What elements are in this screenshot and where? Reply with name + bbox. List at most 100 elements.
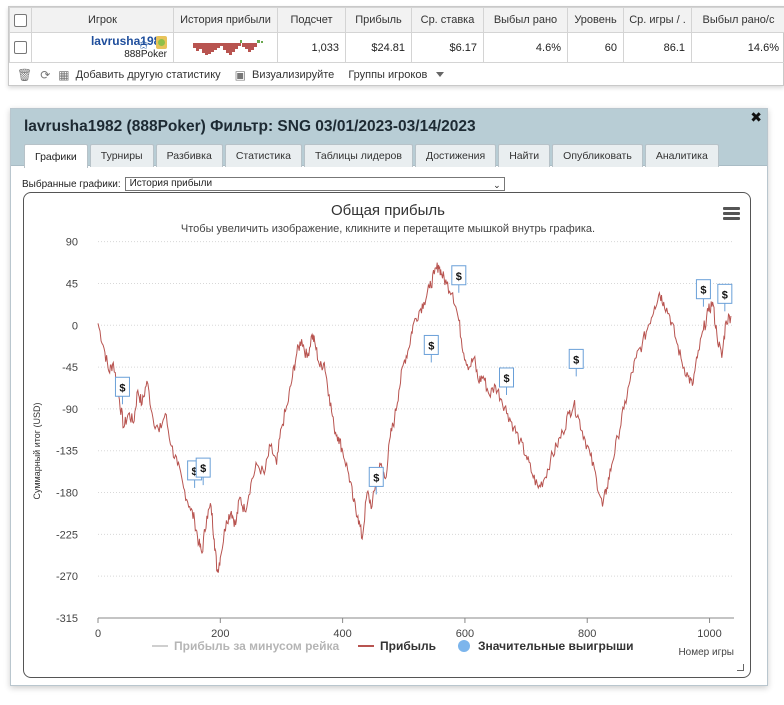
big-win-marker[interactable] — [717, 283, 733, 304]
row-checkbox[interactable] — [14, 41, 27, 54]
big-win-marker[interactable] — [499, 367, 515, 388]
header-profit[interactable]: Прибыль — [345, 7, 412, 33]
trash-icon[interactable]: 🗑 — [17, 67, 33, 82]
player-site: 888Poker — [124, 48, 167, 60]
y-axis-label: Суммарный итог (USD) — [32, 402, 42, 499]
graph-select[interactable]: История прибыли ⌄ — [124, 177, 505, 191]
y-axis-ticks: 90 45 0 -45 -90 -135 -180 -225 -270 -315 — [56, 237, 78, 625]
dialog-title: lavrusha1982 (888Poker) Фильтр: SNG 03/0… — [24, 118, 476, 135]
header-level[interactable]: Уровень — [567, 7, 624, 33]
select-all-checkbox[interactable] — [14, 13, 27, 27]
big-win-marker[interactable] — [368, 466, 384, 487]
graph-select-label: Выбранные графики: — [22, 178, 121, 190]
y-tick-label: 0 — [72, 320, 78, 332]
y-tick-label: -315 — [56, 613, 78, 625]
profit-value: $24.81 — [345, 32, 412, 63]
stats-grid: Игрок История прибыли Подсчет Прибыль Ср… — [9, 7, 784, 63]
profit-chart[interactable]: Общая прибыль Чтобы увеличить изображени… — [24, 193, 751, 678]
big-win-marker[interactable] — [451, 265, 467, 286]
dollar-icon: $ — [700, 285, 706, 297]
legend-item-profit[interactable]: Прибыль — [358, 639, 436, 653]
x-tick-label: 200 — [211, 628, 229, 640]
early-out-s-value: 14.6% — [691, 32, 784, 63]
favorite-star-icon[interactable]: ✩ — [138, 37, 149, 52]
chart-legend: Прибыль за минусом рейка Прибыль Значитель… — [152, 639, 634, 653]
dollar-icon: $ — [722, 289, 728, 301]
stats-header-row: Игрок История прибыли Подсчет Прибыль Ср… — [9, 7, 784, 33]
medal-icon — [156, 36, 167, 49]
avg-games-value: 86.1 — [623, 32, 692, 63]
x-tick-label: 0 — [95, 628, 101, 640]
avg-stake-value: $6.17 — [411, 32, 484, 63]
header-player[interactable]: Игрок — [31, 7, 174, 33]
y-tick-label: 90 — [66, 237, 78, 249]
tab-publish[interactable]: Опубликовать — [552, 144, 643, 167]
chart-panel[interactable]: Общая прибыль Чтобы увеличить изображени… — [23, 192, 751, 678]
legend-label: Прибыль — [380, 639, 436, 653]
add-stats-button[interactable]: ▦ Добавить другую статистику — [58, 68, 220, 82]
x-axis-ticks: 0 200 400 600 800 1000 — [95, 617, 734, 640]
header-avg-games[interactable]: Ср. игры / . — [623, 7, 692, 33]
dollar-icon: $ — [503, 373, 509, 385]
player-stats-table: Игрок История прибыли Подсчет Прибыль Ср… — [8, 6, 784, 86]
profit-sparkline — [193, 40, 263, 55]
profit-sparkline-cell[interactable] — [173, 32, 278, 63]
legend-item-big-wins[interactable]: Значительные выигрыши — [458, 639, 634, 653]
y-tick-label: -180 — [56, 488, 78, 500]
resize-handle-icon[interactable] — [737, 664, 744, 671]
dollar-icon: $ — [456, 271, 462, 283]
player-graph-dialog: lavrusha1982 (888Poker) Фильтр: SNG 03/0… — [10, 108, 768, 686]
graph-select-value: История прибыли — [129, 178, 213, 189]
table-icon: ▦ — [58, 67, 70, 82]
big-win-marker[interactable] — [568, 348, 584, 369]
header-count[interactable]: Подсчет — [277, 7, 346, 33]
player-groups-label: Группы игроков — [348, 68, 428, 81]
visualize-button[interactable]: ▣ Визуализируйте — [235, 68, 335, 82]
dollar-icon: $ — [119, 382, 125, 394]
big-win-marker[interactable] — [423, 334, 439, 355]
big-win-marker[interactable] — [695, 279, 711, 300]
row-checkbox-cell[interactable] — [9, 32, 32, 63]
tab-analytics[interactable]: Аналитика — [644, 144, 719, 167]
tab-achievements[interactable]: Достижения — [414, 144, 497, 167]
refresh-icon[interactable]: ⟳ — [40, 67, 51, 82]
dollar-icon: $ — [192, 466, 198, 478]
y-tick-label: 45 — [66, 278, 78, 290]
legend-item-net-profit[interactable]: Прибыль за минусом рейка — [152, 639, 339, 653]
dollar-icon: $ — [373, 472, 379, 484]
close-icon[interactable]: ✖ — [750, 109, 762, 125]
tab-leaderboards[interactable]: Таблицы лидеров — [303, 144, 413, 167]
legend-symbol — [458, 640, 470, 652]
header-avg-stake[interactable]: Ср. ставка — [411, 7, 484, 33]
header-early-out[interactable]: Выбыл рано — [483, 7, 568, 33]
y-tick-label: -90 — [62, 404, 78, 416]
table-row: lavrusha1982 888Poker ✩ — [9, 32, 784, 63]
chevron-down-icon — [436, 72, 445, 77]
chart-menu-icon[interactable] — [723, 207, 740, 222]
chart-subtitle: Чтобы увеличить изображение, кликните и … — [181, 223, 595, 235]
player-groups-dropdown[interactable]: Группы игроков — [348, 68, 445, 81]
add-stats-label: Добавить другую статистику — [75, 68, 221, 81]
big-win-marker[interactable] — [114, 376, 130, 397]
dialog-tabs: Графики Турниры Разбивка Статистика Табл… — [24, 144, 719, 168]
player-name-link[interactable]: lavrusha1982 — [90, 33, 167, 48]
player-cell: lavrusha1982 888Poker ✩ — [31, 32, 174, 63]
profit-series-line[interactable] — [97, 262, 732, 573]
header-profit-history[interactable]: История прибыли — [173, 7, 278, 33]
tab-statistics[interactable]: Статистика — [224, 144, 302, 167]
header-early-out-s[interactable]: Выбыл рано/с — [691, 7, 784, 33]
big-win-marker[interactable] — [195, 457, 211, 478]
y-tick-label: -135 — [56, 446, 78, 458]
x-tick-label: 800 — [578, 628, 596, 640]
select-all-checkbox-cell[interactable] — [9, 7, 32, 33]
tab-breakdown[interactable]: Разбивка — [155, 144, 223, 167]
early-out-value: 4.6% — [483, 32, 568, 63]
tab-find[interactable]: Найти — [498, 144, 551, 167]
legend-label: Прибыль за минусом рейка — [174, 639, 339, 653]
y-tick-label: -225 — [56, 529, 78, 541]
big-wins-markers: $$ $$$$$$$ $ — [114, 265, 733, 495]
level-value: 60 — [567, 32, 624, 63]
table-toolbar: 🗑 ⟳ ▦ Добавить другую статистику ▣ Визуа… — [9, 63, 783, 86]
tab-graphs[interactable]: Графики — [24, 144, 88, 168]
tab-tournaments[interactable]: Турниры — [89, 144, 154, 167]
